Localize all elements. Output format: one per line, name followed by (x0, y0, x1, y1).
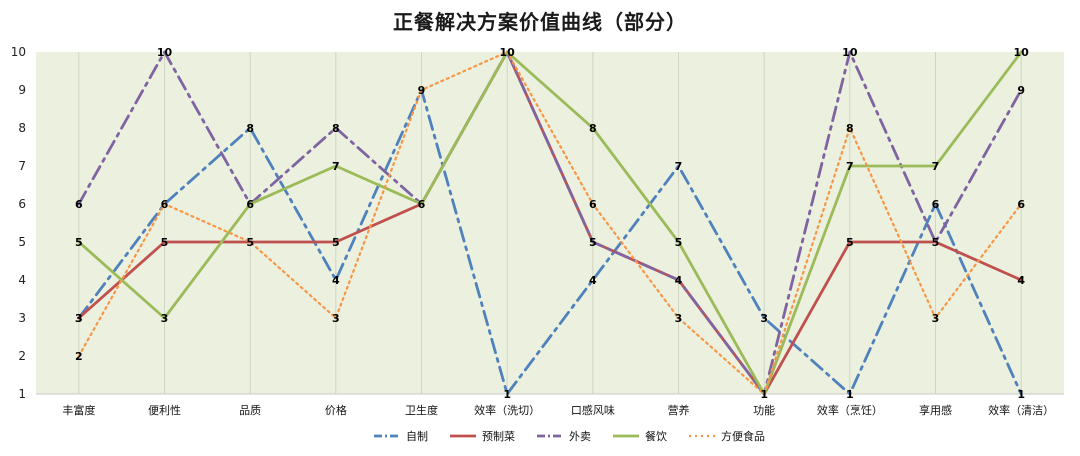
data-label: 5 (589, 236, 597, 249)
data-label: 10 (842, 46, 858, 59)
data-label: 3 (760, 312, 768, 325)
data-label: 5 (246, 236, 254, 249)
data-label: 8 (846, 122, 854, 135)
data-label: 2 (75, 350, 83, 363)
data-label: 6 (161, 198, 169, 211)
data-label: 5 (846, 236, 854, 249)
series-line (77, 50, 1023, 396)
data-label: 3 (332, 312, 340, 325)
legend-label: 预制菜 (482, 430, 515, 443)
series-line (77, 88, 1023, 396)
data-label: 7 (675, 160, 683, 173)
data-label: 10 (157, 46, 173, 59)
data-label: 8 (246, 122, 254, 135)
data-label: 10 (500, 46, 516, 59)
legend-label: 方便食品 (721, 429, 765, 443)
chart-title: 正餐解决方案价值曲线（部分） (393, 10, 687, 34)
x-tick-label: 效率（洗切） (474, 403, 540, 417)
data-label: 4 (589, 274, 597, 287)
gridlines (78, 52, 1022, 394)
x-tick-label: 功能 (753, 403, 775, 417)
data-label: 9 (418, 84, 426, 97)
axes: 1 2 3 4 5 6 7 8 9 10 丰富度 便利性 品质 价格 卫生度 效率（洗切） 口感风味 营养 功能 效率… (11, 45, 1064, 417)
data-label: 6 (1017, 198, 1025, 211)
x-tick-label: 丰富度 (62, 403, 95, 417)
data-label: 1 (1017, 388, 1025, 401)
y-tick-label: 9 (18, 83, 26, 97)
data-label: 7 (332, 160, 340, 173)
x-tick-label: 享用感 (919, 403, 952, 417)
x-tick-label: 便利性 (148, 403, 181, 417)
data-label: 1 (760, 388, 768, 401)
data-label: 4 (1017, 274, 1025, 287)
x-tick-label: 卫生度 (405, 403, 438, 417)
x-tick-label: 价格 (325, 403, 347, 417)
data-label: 8 (332, 122, 340, 135)
y-tick-label: 3 (18, 311, 26, 325)
y-tick-label: 10 (11, 45, 26, 59)
y-tick-label: 7 (18, 159, 26, 173)
series-line (77, 50, 1023, 396)
data-label: 6 (75, 198, 83, 211)
data-label: 3 (75, 312, 83, 325)
data-label: 7 (932, 160, 940, 173)
data-label: 7 (846, 160, 854, 173)
series-line (77, 50, 1023, 396)
data-label: 10 (1014, 46, 1030, 59)
data-label: 8 (589, 122, 597, 135)
x-tick-label: 效率（烹饪） (817, 403, 883, 417)
data-label: 6 (589, 198, 597, 211)
data-label: 5 (932, 236, 940, 249)
data-label: 3 (932, 312, 940, 325)
data-label: 4 (332, 274, 340, 287)
data-label: 9 (1017, 84, 1025, 97)
data-label: 5 (332, 236, 340, 249)
legend: 自制 预制菜 外卖 餐饮 方便食品 (374, 429, 765, 443)
data-label: 3 (675, 312, 683, 325)
legend-label: 自制 (406, 430, 428, 443)
data-label: 4 (675, 274, 683, 287)
data-label: 5 (161, 236, 169, 249)
y-tick-label: 5 (18, 235, 26, 249)
y-tick-label: 4 (18, 273, 26, 287)
data-label: 6 (418, 198, 426, 211)
x-tick-label: 品质 (239, 404, 261, 417)
y-tick-label: 1 (18, 387, 26, 401)
data-label: 3 (75, 312, 83, 325)
y-tick-label: 6 (18, 197, 26, 211)
data-label: 1 (503, 388, 511, 401)
data-label: 1 (846, 388, 854, 401)
series-line (77, 50, 1023, 396)
series-lines (77, 50, 1023, 396)
x-tick-label: 营养 (668, 403, 690, 417)
plot-area-background (36, 52, 1064, 394)
x-tick-label: 效率（清洁） (988, 403, 1054, 417)
data-label: 6 (246, 198, 254, 211)
data-label: 3 (161, 312, 169, 325)
legend-label: 餐饮 (645, 429, 667, 443)
data-label: 6 (932, 198, 940, 211)
data-label: 5 (75, 236, 83, 249)
y-tick-label: 2 (18, 349, 26, 363)
y-tick-label: 8 (18, 121, 26, 135)
data-label: 5 (675, 236, 683, 249)
x-tick-label: 口感风味 (571, 404, 615, 417)
legend-label: 外卖 (569, 430, 591, 443)
